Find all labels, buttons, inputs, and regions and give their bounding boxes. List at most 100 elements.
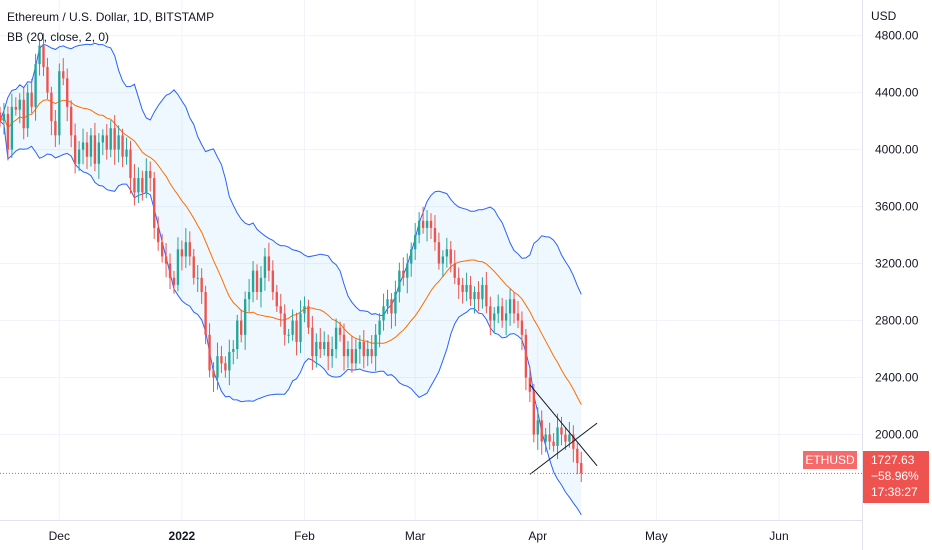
candle-body [319,341,322,350]
candle-body [445,249,449,257]
price-tick-label: 2800.00 [875,314,919,328]
candle-body [97,142,101,164]
symbol-tag: ETHUSD [803,451,857,469]
candle-body [192,256,195,278]
candle-body [417,220,421,236]
candle-body [168,263,172,278]
candle-body [34,64,37,107]
candle-body [485,284,488,307]
candle-body [580,463,583,474]
time-tick-label: Jun [769,529,788,543]
price-tick-label: 2000.00 [875,428,919,442]
candle-body [453,263,456,278]
candle-body [489,306,492,321]
candle-body [267,256,271,271]
candle-body [354,349,358,364]
candle-body [6,113,10,150]
candle-body [42,45,45,67]
band-upper [0,42,582,316]
candle-body [133,178,136,193]
candle-body [89,135,93,157]
candle-body [366,349,369,357]
candles [0,33,583,483]
candle-body [552,441,555,446]
candle-body [263,256,267,278]
bollinger-bands [0,42,582,516]
candle-body [532,391,535,435]
candle-body [212,370,215,378]
candle-body [58,71,61,136]
price-tick-label: 4800.00 [875,29,919,43]
band-basis [0,99,582,405]
candle-body [576,448,579,464]
time-tick-label: Apr [528,529,547,543]
candle-body [410,249,413,264]
candle-body [30,92,33,107]
price-axis: 2000.00 2400.00 2800.00 3200.00 3600.00 4000.… [875,29,919,442]
candle-body [2,113,6,122]
price-tick-label: 2400.00 [875,371,919,385]
candle-body [275,292,278,307]
candle-body [516,313,520,321]
candle-body [540,420,543,442]
candle-body [346,349,350,357]
candle-body [500,306,504,321]
currency-label: USD [871,9,897,23]
candle-body [524,334,528,378]
candle-body [512,299,516,314]
candle-body [236,320,239,350]
candle-body [10,106,14,150]
price-tag-value: 1727.63 [871,453,915,467]
band-lower [0,120,582,516]
price-tick-label: 4000.00 [875,143,919,157]
candle-body [228,351,231,371]
trendline-lower [529,422,598,475]
price-tick-label: 3600.00 [875,200,919,214]
candle-body [323,341,326,350]
candle-body [172,277,176,285]
candle-body [279,306,282,314]
candle-body [564,434,567,442]
price-tag: 1727.63 −58.96% 17:38:27 [863,451,929,503]
band-fill [0,43,582,515]
candle-body [220,356,223,364]
candle-body [307,306,310,328]
candle-body [164,256,168,264]
candle-body [342,334,346,357]
candle-body [18,99,21,110]
candle-body [109,128,112,150]
candle-body [283,313,286,335]
candle-body [473,292,476,300]
candle-body [243,299,247,335]
candle-body [188,242,191,257]
candle-body [449,249,452,264]
candle-body [544,434,547,442]
candle-body [77,149,81,164]
candle-body [200,277,203,293]
candle-body [62,71,65,79]
candle-body [26,92,29,129]
candle-body [497,306,500,314]
candle-body [425,220,429,228]
candle-body [69,106,73,136]
candle-body [54,121,57,136]
time-tick-label: May [645,529,668,543]
candle-body [149,170,152,179]
candle-body [255,270,259,293]
candle-body [413,235,417,250]
candle-body [295,320,298,342]
candle-body [291,320,294,335]
candle-body [469,284,472,300]
time-axis: Dec 2022 Feb Mar Apr May Jun [49,529,789,543]
candle-body [481,284,484,300]
candle-body [125,149,128,157]
candle-body [196,277,199,279]
candle-body [406,263,409,278]
candle-body [465,284,468,293]
price-tag-countdown: 17:38:27 [871,485,918,499]
candle-body [386,299,389,307]
indicator-label: BB (20, close, 2, 0) [7,30,110,44]
candle-body [311,327,314,357]
candle-body [556,427,559,446]
